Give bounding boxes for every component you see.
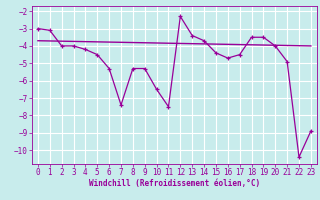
X-axis label: Windchill (Refroidissement éolien,°C): Windchill (Refroidissement éolien,°C) — [89, 179, 260, 188]
